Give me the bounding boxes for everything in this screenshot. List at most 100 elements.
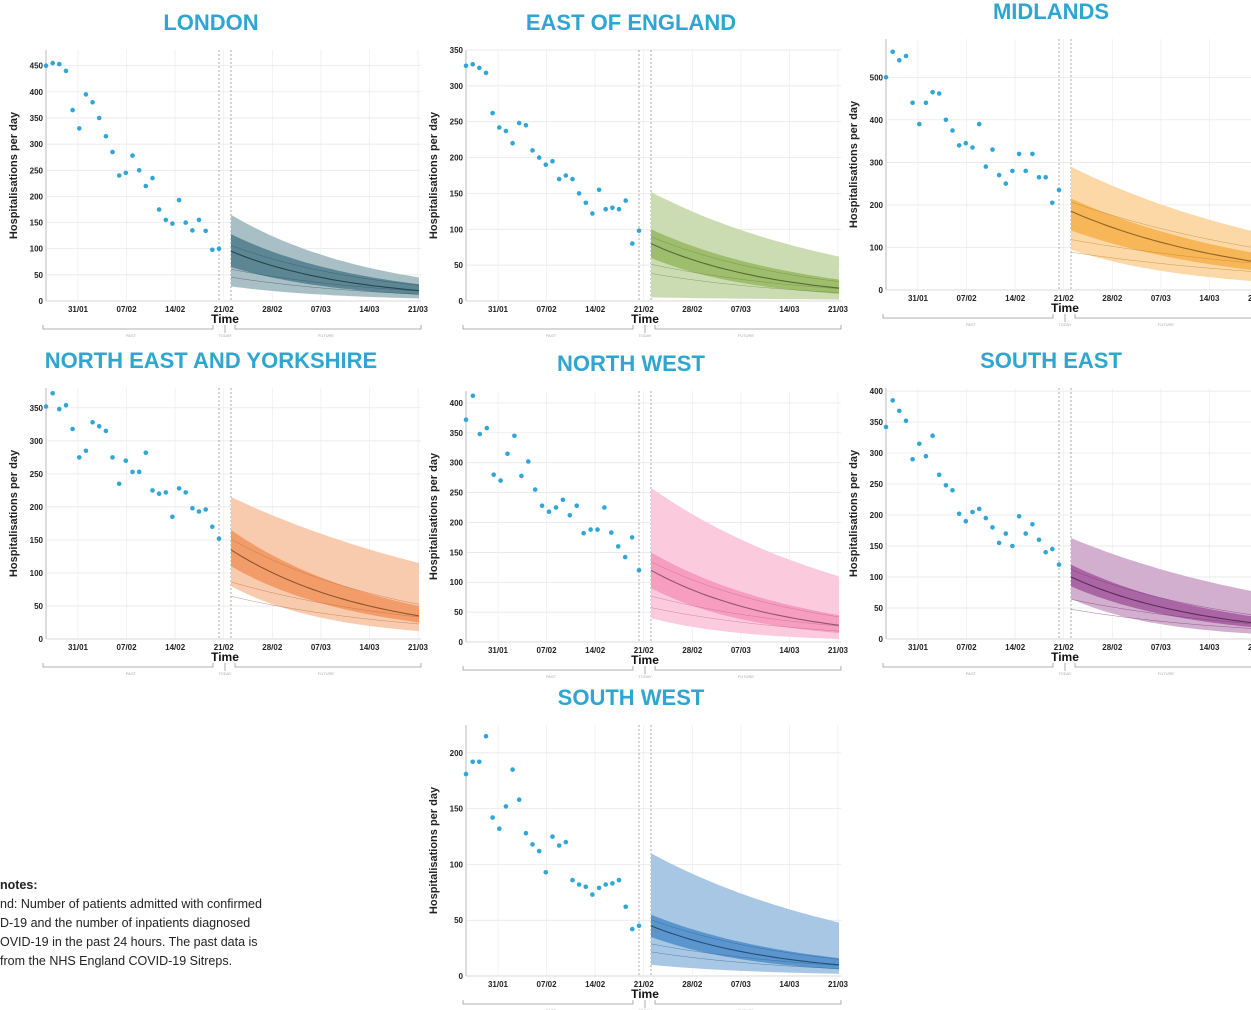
notes-line: OVID-19 in the past 24 hours. The past d…	[0, 935, 258, 949]
x-tick-label: 21/03	[408, 643, 429, 652]
data-point	[130, 469, 135, 475]
data-point	[190, 505, 195, 511]
y-tick-label: 0	[879, 286, 884, 295]
y-axis-label: Hospitalisations per day	[8, 111, 20, 239]
data-point	[519, 473, 524, 479]
chart-title: MIDLANDS	[992, 0, 1110, 24]
x-tick-label: 31/01	[68, 305, 89, 314]
data-point	[43, 404, 49, 409]
y-tick-label: 350	[30, 404, 44, 413]
data-point	[630, 241, 635, 246]
data-point	[503, 804, 509, 809]
x-axis-title: Time	[631, 987, 659, 1001]
future-brace	[234, 325, 422, 330]
data-point	[526, 459, 531, 464]
brace-label: PAST	[966, 322, 977, 327]
x-tick-label: 14/02	[585, 305, 606, 314]
median-line	[230, 549, 420, 617]
x-tick-label: 28/02	[682, 646, 703, 655]
y-tick-label: 450	[30, 62, 44, 71]
data-point	[196, 217, 202, 223]
y-tick-label: 300	[870, 449, 884, 458]
data-point	[156, 491, 162, 496]
data-point	[636, 228, 642, 233]
data-point	[210, 524, 215, 529]
data-point	[1030, 151, 1035, 157]
data-point	[43, 63, 49, 68]
x-tick-label: 31/01	[68, 643, 89, 652]
data-point	[1010, 168, 1015, 174]
data-point	[983, 164, 989, 169]
data-point	[970, 145, 975, 150]
x-tick-label: 28/02	[1102, 643, 1123, 652]
x-tick-label: 31/01	[488, 305, 509, 314]
y-tick-label: 200	[30, 503, 44, 512]
x-axis-title: Time	[1051, 301, 1079, 315]
x-tick-label: 14/03	[779, 980, 800, 989]
data-point	[563, 173, 569, 178]
data-point	[477, 431, 483, 437]
y-tick-label: 200	[30, 192, 44, 201]
x-tick-label: 21/03	[408, 305, 429, 314]
data-point	[470, 62, 475, 67]
y-tick-label: 50	[454, 261, 463, 270]
x-tick-label: 21/02	[634, 305, 655, 314]
scenario-line	[650, 951, 840, 969]
data-point	[903, 53, 909, 59]
chart-title: SOUTH EAST	[980, 348, 1122, 373]
notes-line: D-19 and the number of inpatients diagno…	[0, 916, 251, 930]
data-point	[143, 183, 149, 189]
data-point	[103, 428, 109, 434]
x-tick-label: 31/01	[488, 980, 509, 989]
data-point	[96, 424, 102, 429]
y-tick-label: 100	[30, 569, 44, 578]
data-point	[490, 815, 495, 820]
chart-title: EAST OF ENGLAND	[525, 10, 737, 35]
y-tick-label: 50	[34, 602, 43, 611]
data-point	[1023, 531, 1028, 536]
data-point	[77, 455, 82, 460]
data-point	[463, 417, 469, 422]
data-point	[576, 191, 582, 196]
x-tick-label: 14/03	[359, 643, 380, 652]
x-tick-label: 07/02	[117, 305, 138, 314]
data-point	[539, 503, 545, 508]
data-point	[77, 126, 82, 131]
data-point	[976, 121, 982, 127]
data-point	[560, 497, 566, 503]
data-point	[63, 402, 69, 408]
chart-notes: notes: nd: Number of patients admitted w…	[0, 876, 380, 971]
scenario-line	[650, 919, 840, 960]
past-brace	[882, 314, 1054, 319]
x-tick-label: 28/02	[262, 643, 283, 652]
scenario-line	[230, 595, 420, 625]
y-tick-label: 100	[450, 225, 464, 234]
y-tick-label: 250	[870, 480, 884, 489]
scenario-line	[1070, 251, 1251, 272]
y-tick-label: 0	[459, 638, 464, 647]
scenario-line	[230, 245, 420, 286]
data-point	[484, 425, 490, 431]
data-point	[590, 211, 595, 216]
data-point	[477, 759, 482, 765]
data-point	[963, 140, 969, 146]
data-point	[463, 63, 469, 69]
y-tick-label: 0	[39, 297, 44, 306]
data-point	[615, 544, 621, 549]
data-point	[970, 509, 975, 515]
x-tick-label: 07/03	[731, 646, 752, 655]
data-point	[110, 455, 115, 460]
data-point	[590, 892, 595, 897]
brace-label: PAST	[546, 674, 557, 679]
data-point	[83, 448, 89, 454]
projection-inner-band	[651, 552, 839, 633]
data-point	[491, 472, 496, 477]
x-tick-label: 28/02	[682, 305, 703, 314]
data-point	[610, 881, 615, 886]
data-point	[930, 89, 935, 95]
y-tick-label: 250	[30, 470, 44, 479]
chart-title: SOUTH WEST	[557, 685, 705, 710]
y-tick-label: 200	[450, 749, 464, 758]
data-point	[136, 469, 142, 475]
y-tick-label: 50	[454, 916, 463, 925]
